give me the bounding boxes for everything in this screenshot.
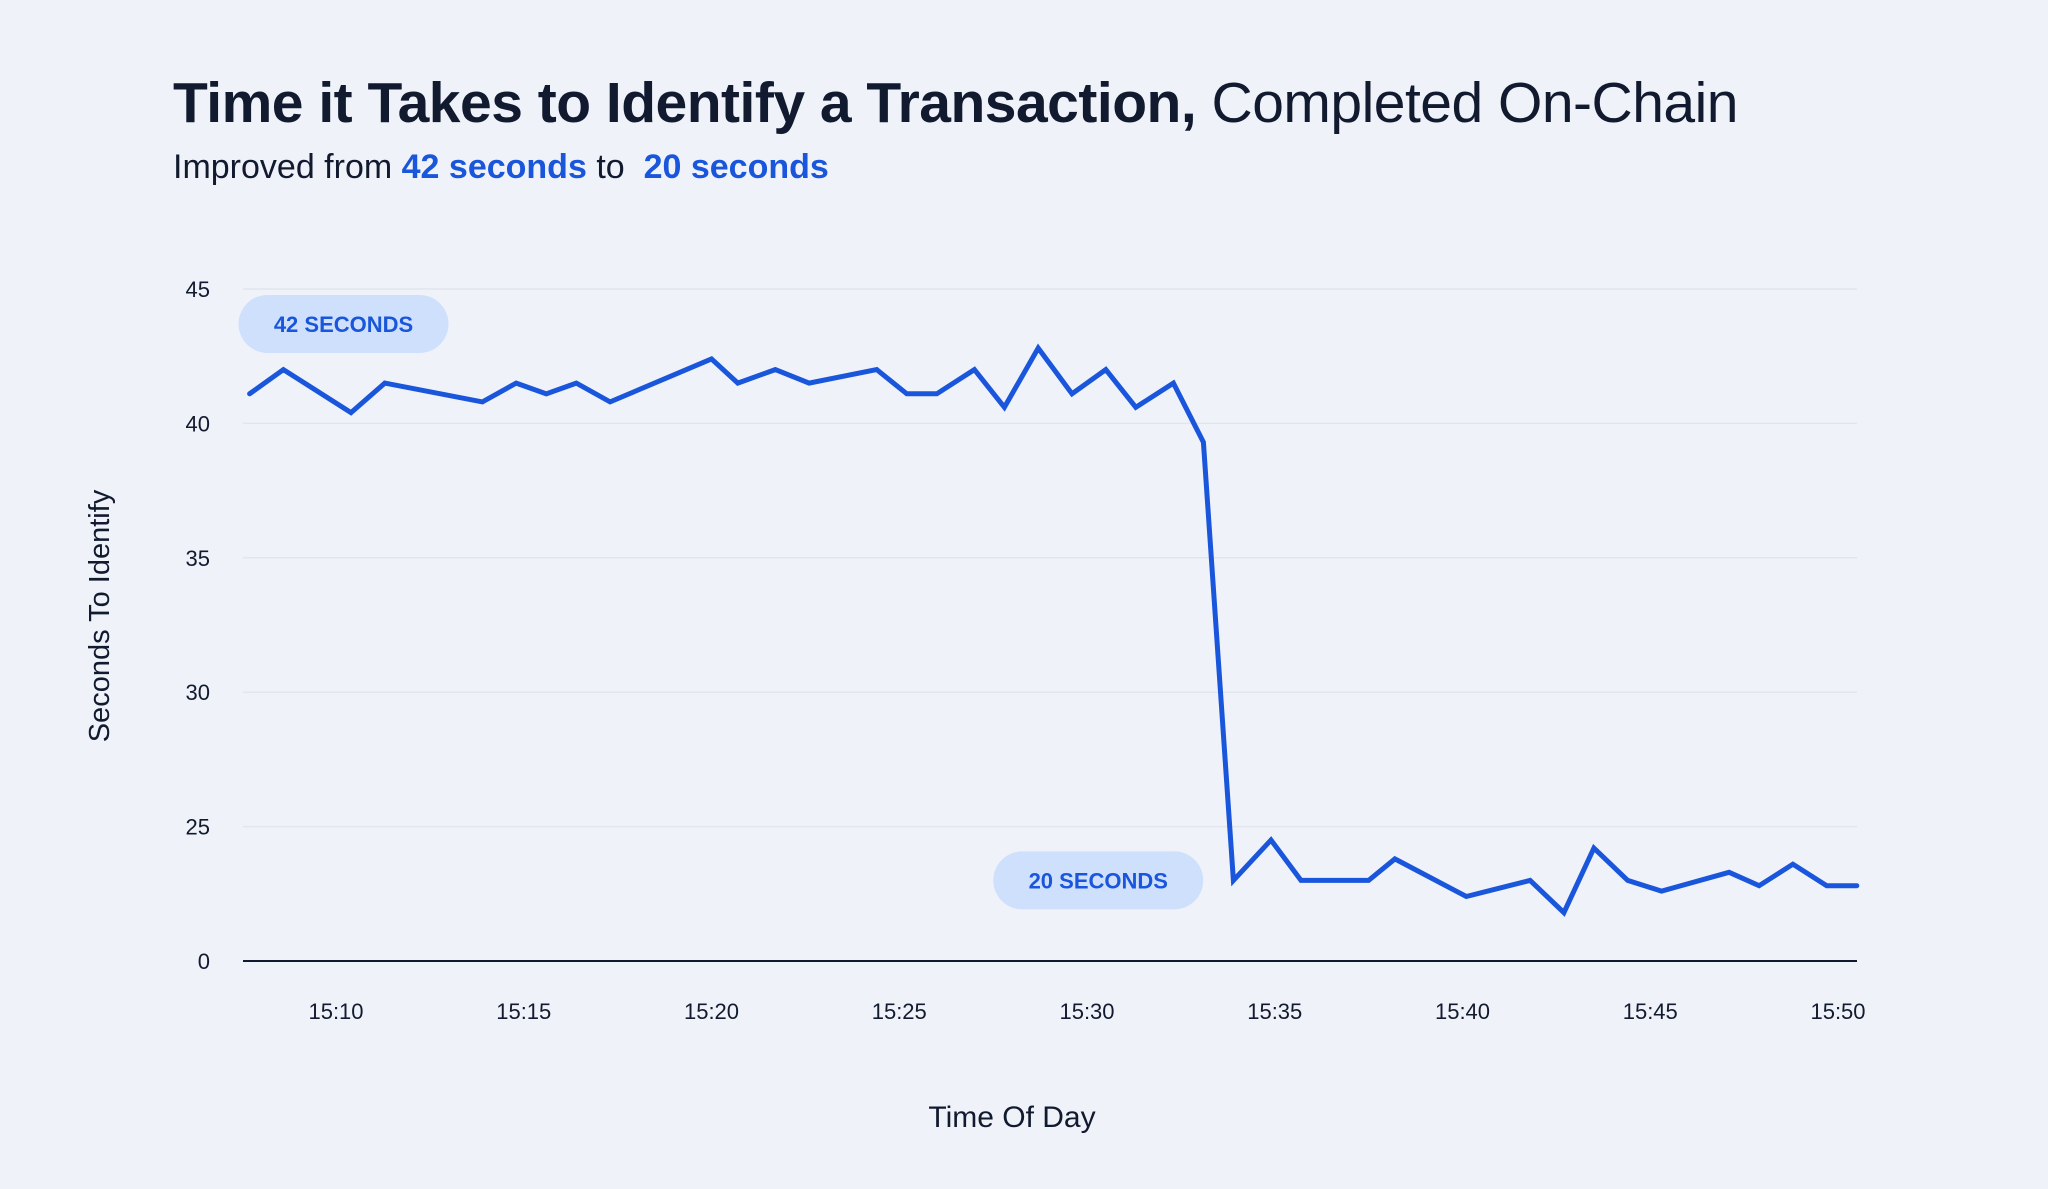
y-tick-label: 35 xyxy=(186,546,210,571)
x-axis-title: Time Of Day xyxy=(928,1101,1095,1134)
title-light: Completed On-Chain xyxy=(1211,71,1739,135)
title-bold: Time it Takes to Identify a Transaction, xyxy=(173,71,1197,135)
x-tick-label: 15:30 xyxy=(1059,999,1114,1024)
y-tick-label: 30 xyxy=(186,680,210,705)
x-tick-label: 15:35 xyxy=(1247,999,1302,1024)
y-tick-label: 45 xyxy=(186,277,210,302)
x-tick-label: 15:40 xyxy=(1435,999,1490,1024)
y-axis-title: Seconds To Identify xyxy=(84,489,116,742)
data-line-series xyxy=(247,343,1860,917)
y-tick-label: 25 xyxy=(186,815,210,840)
subtitle-value-before: 42 seconds xyxy=(401,148,587,186)
y-tick-label: 40 xyxy=(186,411,210,436)
y-tick-label: 0 xyxy=(198,949,210,974)
annotation-label: 20 SECONDS xyxy=(1029,868,1168,893)
x-tick-label: 15:15 xyxy=(496,999,551,1024)
subtitle-value-after: 20 seconds xyxy=(643,148,829,186)
subtitle-mid: to xyxy=(596,148,625,186)
x-tick-label: 15:25 xyxy=(872,999,927,1024)
annotation-pill xyxy=(993,851,1204,910)
x-tick-label: 15:20 xyxy=(684,999,739,1024)
x-tick-label: 15:50 xyxy=(1810,999,1865,1024)
annotation-label: 42 SECONDS xyxy=(274,312,413,337)
chart-subtitle: Improved from 42 seconds to 20 seconds xyxy=(173,148,829,187)
x-tick-label: 15:45 xyxy=(1623,999,1678,1024)
chart-title: Time it Takes to Identify a Transaction,… xyxy=(173,70,1738,136)
subtitle-prefix: Improved from xyxy=(173,148,393,186)
x-tick-label: 15:10 xyxy=(308,999,363,1024)
annotation-pill xyxy=(238,294,449,353)
